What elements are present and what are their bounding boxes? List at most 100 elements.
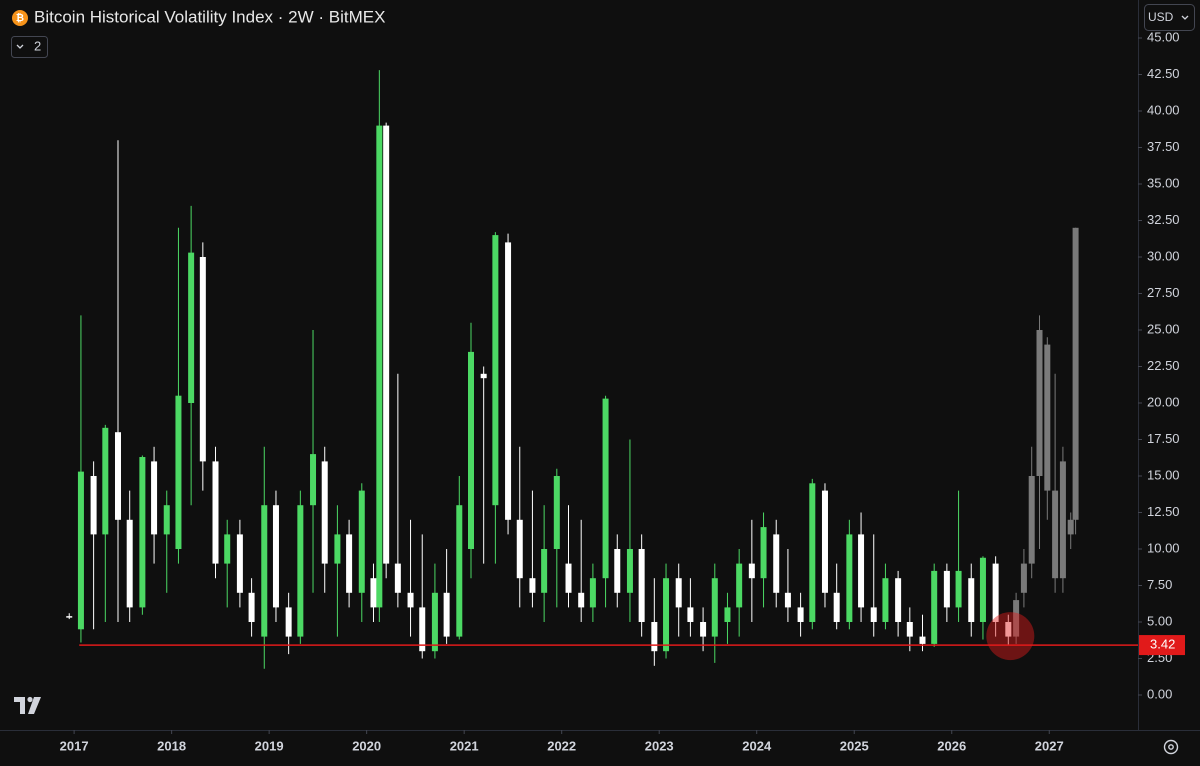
time-axis: 2017 2018 2019 2020 2021 2022 2023 2024 2025 2026…	[60, 730, 1064, 753]
candle-body	[773, 534, 780, 593]
candle-body	[492, 235, 499, 506]
y-tick-label: 5.00	[1147, 613, 1172, 628]
candle-body	[370, 578, 377, 608]
candle-body	[626, 549, 633, 593]
candle-body	[906, 622, 913, 637]
candle-body	[602, 398, 609, 579]
candle-body	[833, 592, 840, 622]
y-tick-label: 20.00	[1147, 394, 1180, 409]
x-tick-label: 2017	[60, 738, 89, 753]
candle-body	[931, 570, 938, 644]
candle-body	[199, 257, 206, 462]
y-tick-label: 45.00	[1147, 29, 1180, 44]
y-tick-label: 7.50	[1147, 577, 1172, 592]
y-tick-label: 27.50	[1147, 285, 1180, 300]
candle-body	[310, 454, 317, 506]
y-tick-label: 15.00	[1147, 467, 1180, 482]
candle-body	[297, 505, 304, 637]
candle-body	[1036, 330, 1043, 476]
y-tick-label: 40.00	[1147, 102, 1180, 117]
candle-body	[66, 616, 73, 618]
y-tick-label: 10.00	[1147, 540, 1180, 555]
candle-body	[346, 534, 353, 593]
indicator-toggle[interactable]	[11, 36, 48, 58]
candle-body	[736, 563, 743, 608]
candle-body	[431, 592, 438, 652]
candle-body	[212, 461, 219, 564]
candle-body	[553, 476, 560, 549]
y-tick-label: 25.00	[1147, 321, 1180, 336]
x-tick-label: 2020	[352, 738, 381, 753]
candle-body	[638, 549, 645, 622]
header-bg	[0, 0, 440, 34]
candle-body	[114, 432, 121, 520]
candle-body	[358, 490, 365, 593]
candle-body	[992, 563, 999, 622]
candle-body	[882, 578, 889, 622]
candle-body	[724, 607, 731, 622]
candle-body	[614, 549, 621, 593]
settings-icon[interactable]	[1163, 739, 1179, 755]
candle-body	[376, 125, 383, 608]
candle-body	[809, 483, 816, 622]
candle-body	[321, 461, 328, 564]
currency-button[interactable]	[1144, 4, 1195, 31]
candle-body	[687, 607, 694, 622]
candle-body	[1067, 519, 1074, 535]
candle-body	[529, 578, 536, 593]
y-tick-label: 0.00	[1147, 686, 1172, 701]
y-tick-label: 22.50	[1147, 358, 1180, 373]
candle-body	[102, 427, 109, 535]
candle-body	[919, 636, 926, 644]
x-tick-label: 2027	[1035, 738, 1064, 753]
candle-body	[955, 570, 962, 608]
indicator-count: 2	[34, 38, 41, 53]
candle-body	[968, 578, 975, 622]
x-tick-label: 2021	[450, 738, 479, 753]
y-tick-label: 42.50	[1147, 66, 1180, 81]
candle-body	[419, 607, 426, 652]
candle-body	[870, 607, 877, 622]
y-tick-label: 30.00	[1147, 248, 1180, 263]
y-tick-label: 17.50	[1147, 431, 1180, 446]
candle-body	[151, 461, 158, 535]
candle-body	[797, 607, 804, 622]
x-tick-label: 2022	[547, 738, 576, 753]
y-tick-label: 35.00	[1147, 175, 1180, 190]
candle-body	[578, 592, 585, 608]
y-tick-label: 12.50	[1147, 504, 1180, 519]
candle-body	[1044, 344, 1051, 491]
candle-body	[1072, 227, 1079, 520]
candle-body	[272, 505, 279, 608]
last-price-box	[1139, 635, 1185, 656]
candle-body	[1052, 490, 1059, 579]
candle-body	[516, 519, 523, 579]
candle-body	[90, 476, 97, 535]
y-tick-label: 37.50	[1147, 139, 1180, 154]
bitcoin-glyph: ₿	[16, 12, 24, 24]
candle-body	[163, 505, 170, 535]
x-tick-label: 2026	[937, 738, 966, 753]
candle-body	[139, 457, 146, 608]
candle-body	[334, 534, 341, 564]
x-tick-label: 2018	[157, 738, 186, 753]
chevron	[16, 44, 24, 49]
y-tick-label: 32.50	[1147, 212, 1180, 227]
plot-area	[66, 70, 1138, 669]
candle-body	[126, 519, 133, 608]
candle-body	[456, 505, 463, 637]
price-axis: 0.002.505.007.5010.0012.5015.0017.5020.0…	[1138, 29, 1185, 701]
candle-body	[224, 534, 231, 564]
candle-body	[236, 534, 243, 593]
candle-body	[407, 592, 414, 608]
candle-body	[480, 373, 487, 379]
candle-body	[285, 607, 292, 637]
candle-body	[1028, 476, 1035, 564]
candle-body	[77, 471, 84, 630]
chevron	[1181, 15, 1189, 20]
candle-body	[663, 578, 670, 652]
candle-body	[943, 570, 950, 608]
candle-body	[1059, 461, 1066, 579]
candle-body	[188, 252, 195, 403]
